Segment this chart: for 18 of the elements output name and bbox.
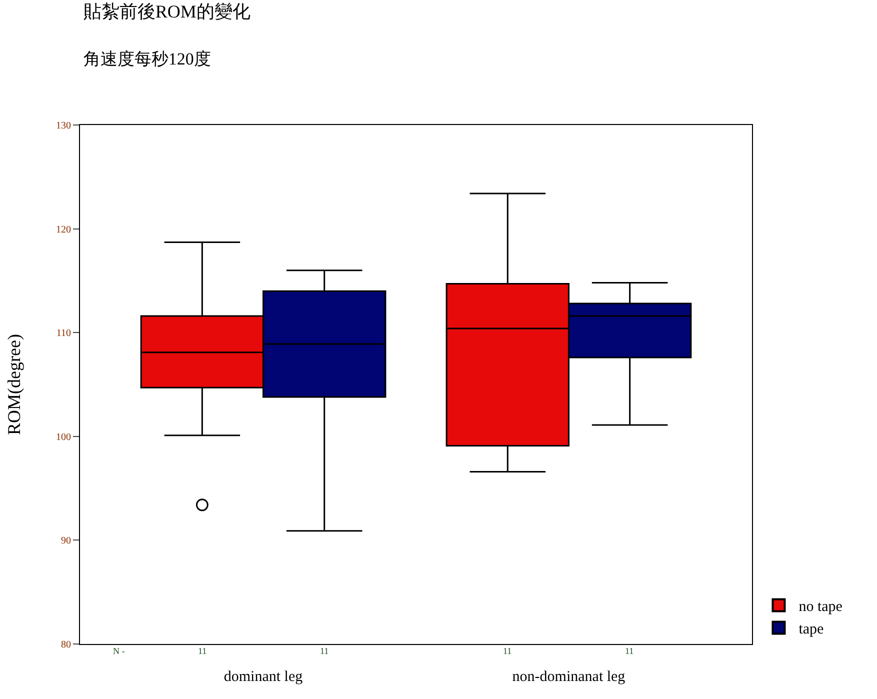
y-tick-label: 110 bbox=[56, 328, 71, 340]
text: 11 bbox=[198, 646, 207, 656]
legend-label: no tape bbox=[798, 599, 843, 616]
y-tick-label: 90 bbox=[61, 536, 71, 547]
text: 11 bbox=[320, 646, 329, 656]
text: 11 bbox=[625, 646, 634, 656]
y-tick-label: 130 bbox=[56, 120, 71, 132]
x-tick-label: dominant leg bbox=[224, 669, 304, 685]
text: N - bbox=[113, 646, 125, 656]
chart-subtitle: 角速度每秒120度 bbox=[83, 49, 211, 68]
y-tick-label: 120 bbox=[56, 224, 71, 236]
chart-title: 貼紮前後ROM的變化 bbox=[83, 1, 250, 22]
legend-label: tape bbox=[798, 622, 824, 638]
x-tick-label: non-dominanat leg bbox=[512, 669, 626, 685]
y-tick-label: 80 bbox=[61, 640, 71, 650]
y-axis-title: ROM(degree) bbox=[4, 334, 24, 435]
text: 11 bbox=[503, 646, 512, 656]
y-tick-label: 100 bbox=[56, 432, 71, 443]
